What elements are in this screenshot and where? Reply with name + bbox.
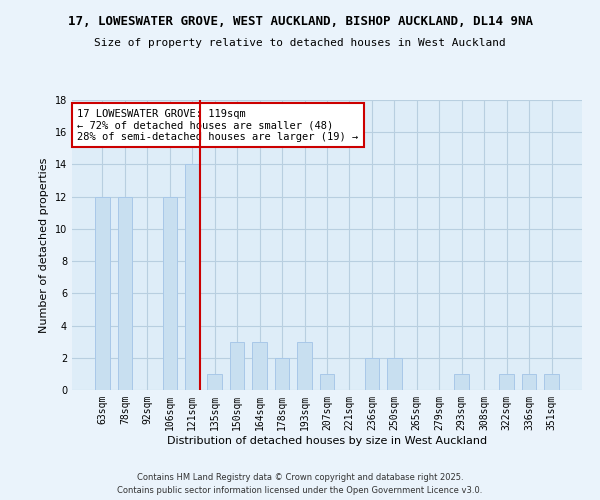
Text: Contains public sector information licensed under the Open Government Licence v3: Contains public sector information licen…	[118, 486, 482, 495]
Text: 17, LOWESWATER GROVE, WEST AUCKLAND, BISHOP AUCKLAND, DL14 9NA: 17, LOWESWATER GROVE, WEST AUCKLAND, BIS…	[67, 15, 533, 28]
Bar	[499, 374, 514, 390]
Bar	[275, 358, 289, 390]
Bar	[185, 164, 200, 390]
Bar	[365, 358, 379, 390]
Bar	[297, 342, 312, 390]
Bar	[230, 342, 244, 390]
Bar	[387, 358, 401, 390]
Bar	[253, 342, 267, 390]
Y-axis label: Number of detached properties: Number of detached properties	[39, 158, 49, 332]
Bar	[454, 374, 469, 390]
Bar	[163, 196, 177, 390]
Text: 17 LOWESWATER GROVE: 119sqm
← 72% of detached houses are smaller (48)
28% of sem: 17 LOWESWATER GROVE: 119sqm ← 72% of det…	[77, 108, 358, 142]
Bar	[320, 374, 334, 390]
X-axis label: Distribution of detached houses by size in West Auckland: Distribution of detached houses by size …	[167, 436, 487, 446]
Bar	[95, 196, 110, 390]
Bar	[544, 374, 559, 390]
Bar	[522, 374, 536, 390]
Text: Contains HM Land Registry data © Crown copyright and database right 2025.: Contains HM Land Registry data © Crown c…	[137, 472, 463, 482]
Bar	[208, 374, 222, 390]
Bar	[118, 196, 132, 390]
Text: Size of property relative to detached houses in West Auckland: Size of property relative to detached ho…	[94, 38, 506, 48]
